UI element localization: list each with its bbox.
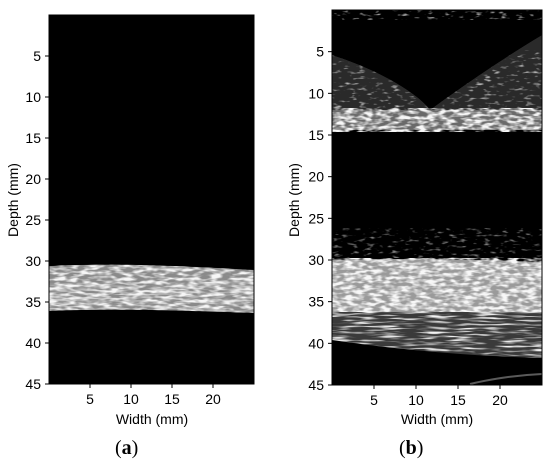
panel-a: 5 10 15 20 25 30 35 40 45 5 10 15 20 Depth (mm) Wid…: [5, 14, 255, 427]
panel-a-y-tick-label: 35: [25, 294, 41, 310]
panel-b-artifact-mask-top: [332, 20, 542, 110]
panel-a-x-tick-label: 5: [86, 391, 94, 407]
panel-a-y-tick-label: 25: [25, 212, 41, 228]
panel-b-y-tick-label: 25: [308, 210, 324, 226]
panel-b-y-axis: 5 10 15 20 25 30 35 40 45: [308, 44, 332, 393]
panel-a-caption: (a): [115, 437, 138, 460]
panel-b-caption-letter: b: [405, 437, 417, 459]
panel-a-y-tick-label: 40: [25, 335, 41, 351]
panel-a-lower-edge: [49, 309, 254, 318]
panel-a-y-tick-label: 20: [25, 171, 41, 187]
panel-b-faint-band: [332, 228, 542, 258]
panel-b-lower-mask: [332, 340, 542, 385]
panel-b: 5 10 15 20 25 30 35 40 45 5 10 15 20 Depth (mm) Wid…: [286, 9, 543, 427]
panel-b-y-tick-label: 30: [308, 252, 324, 268]
panel-b-x-tick-label: 20: [492, 392, 508, 408]
panel-a-caption-close: ): [131, 437, 139, 459]
panel-b-caption-close: ): [416, 437, 424, 459]
panel-a-image-background: [49, 15, 254, 384]
panel-b-y-tick-label: 35: [308, 294, 324, 310]
panel-b-top-clutter: [332, 10, 542, 20]
panel-b-x-tick-label: 5: [370, 392, 378, 408]
panel-b-x-label: Width (mm): [401, 411, 473, 427]
panel-a-y-tick-label: 30: [25, 253, 41, 269]
panel-b-main-layer-speckle: [332, 258, 542, 316]
panel-b-x-tick-label: 10: [408, 392, 424, 408]
panel-b-y-tick-label: 45: [308, 377, 324, 393]
panel-b-y-tick-label: 20: [308, 169, 324, 185]
panel-a-dark-streaks: [49, 282, 254, 312]
panel-a-caption-open: (: [115, 437, 122, 459]
panel-b-upper-layer-speckle: [332, 108, 542, 132]
panel-b-y-label: Depth (mm): [286, 163, 302, 237]
panel-a-caption-letter: a: [121, 437, 132, 459]
panel-b-y-tick-label: 15: [308, 127, 324, 143]
panel-b-y-tick-label: 40: [308, 335, 324, 351]
panel-b-caption-open: (: [399, 437, 406, 459]
panel-a-x-tick-label: 20: [205, 391, 221, 407]
panel-b-x-tick-label: 15: [450, 392, 466, 408]
panel-a-image-border: [48, 14, 255, 385]
panel-a-y-tick-label: 5: [33, 48, 41, 64]
panel-a-y-label: Depth (mm): [5, 163, 21, 237]
panel-b-image-border: [331, 9, 543, 386]
panel-b-y-tick-label: 10: [308, 85, 324, 101]
panel-a-upper-edge: [49, 262, 254, 270]
panel-a-x-tick-label: 10: [123, 391, 139, 407]
panel-a-x-label: Width (mm): [116, 411, 188, 427]
panel-b-deep-reflection: [469, 373, 542, 385]
panel-a-y-tick-label: 10: [25, 89, 41, 105]
panel-b-y-tick-label: 5: [316, 44, 324, 60]
panel-a-x-axis: 5 10 15 20: [86, 384, 221, 407]
panel-b-x-axis: 5 10 15 20: [370, 385, 508, 408]
panel-a-y-tick-label: 15: [25, 130, 41, 146]
panel-a-y-tick-label: 45: [25, 376, 41, 392]
panel-a-y-axis: 5 10 15 20 25 30 35 40 45: [25, 48, 49, 392]
panel-a-x-tick-label: 15: [164, 391, 180, 407]
panel-b-ultrasound-image: [332, 10, 542, 385]
panel-b-caption: (b): [399, 437, 423, 460]
panel-a-ultrasound-image: [49, 262, 254, 318]
